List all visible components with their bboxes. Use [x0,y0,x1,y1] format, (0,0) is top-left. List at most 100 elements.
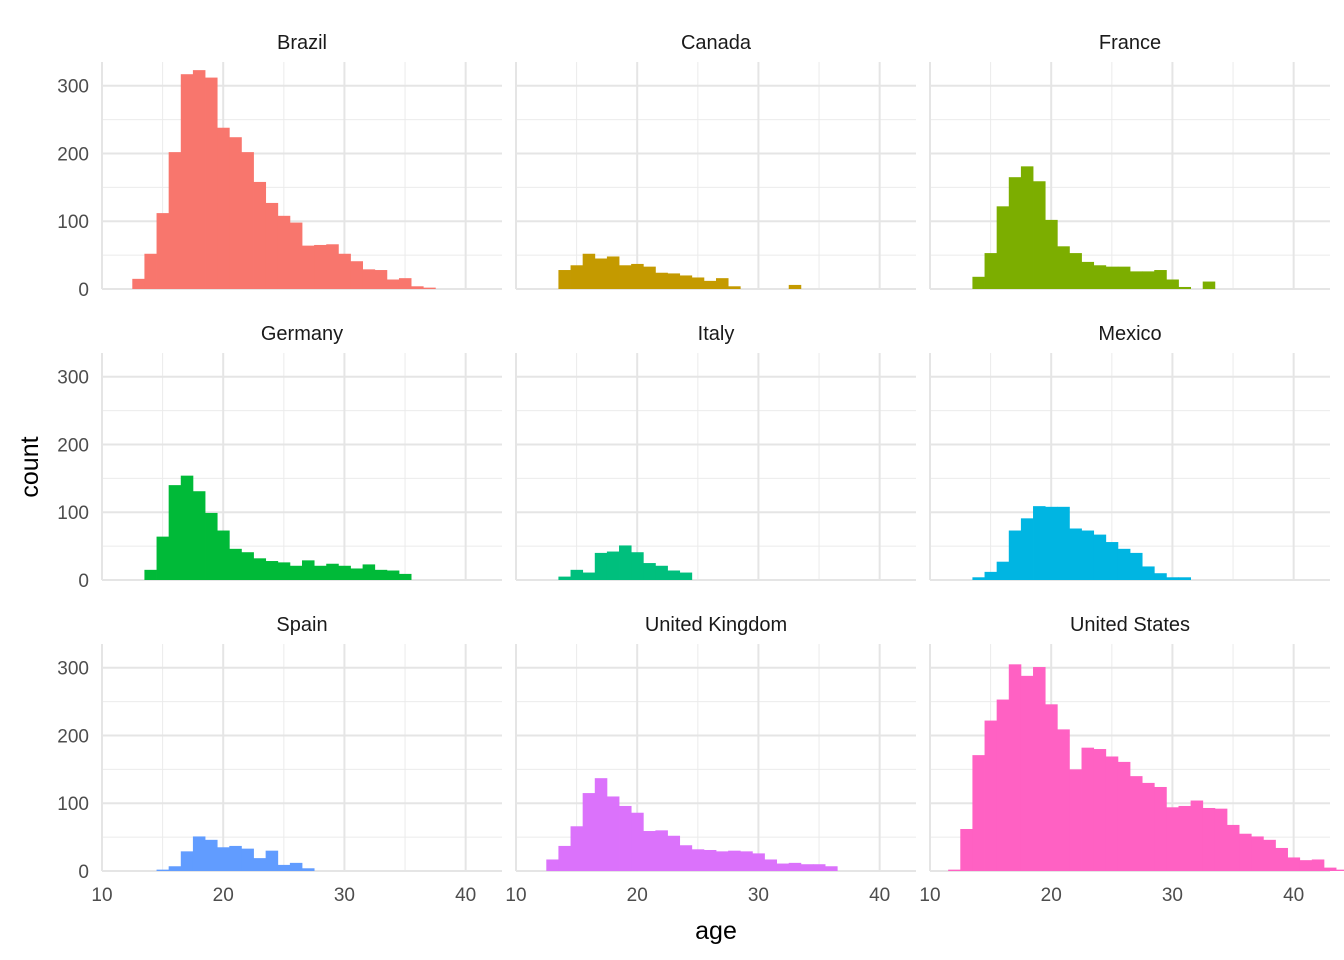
histogram-bar [716,278,729,289]
histogram-bar [1251,836,1264,871]
histogram-bar [386,279,400,289]
histogram-bar [972,755,985,871]
facet-panel-germany: Germany [101,323,502,581]
histogram-bar [289,222,303,289]
histogram-bar [1299,860,1313,871]
histogram-bar [241,552,254,580]
histogram-bar [1142,271,1155,289]
histogram-bar [1226,824,1240,871]
y-axis-title: count [16,436,44,497]
histogram-bar [667,835,681,871]
histogram-bar [1057,729,1070,871]
y-tick-label: 0 [78,862,89,883]
histogram-bar [217,530,230,580]
x-tick-label: 30 [1162,885,1183,906]
histogram-bar [192,491,206,580]
histogram-bar [825,866,838,871]
histogram-bar [1263,839,1276,871]
histogram-bar [667,570,681,580]
histogram-bar [972,577,985,580]
histogram-bar [996,206,1010,289]
facet-panel-mexico: Mexico [929,323,1330,581]
histogram-bar [253,558,267,580]
x-tick-label: 10 [505,885,526,906]
y-tick-label: 0 [78,280,89,301]
x-tick-label: 40 [869,885,890,906]
facet-strip-label: Mexico [1098,323,1161,345]
histogram-bar [168,152,182,289]
histogram-bar [229,845,242,871]
facet-strip-label: Italy [698,323,735,345]
histogram-bar [180,475,194,580]
histogram-bar [655,272,668,289]
histogram-bar [655,565,668,580]
y-tick-label: 200 [57,144,89,165]
histogram-bar [800,864,814,871]
histogram-bar [338,253,351,289]
histogram-bar [1033,181,1046,289]
histogram-bar [1081,530,1095,580]
histogram-bar [423,287,436,289]
histogram-bar [667,273,681,289]
histogram-bar [984,571,998,580]
facet-strip-label: United States [1070,614,1190,636]
histogram-bar [277,562,291,580]
facet-strip-label: Germany [261,323,343,345]
histogram-bar [1323,867,1337,871]
histogram-bar [740,851,753,871]
histogram-bar [205,77,218,289]
x-tick-label: 20 [1041,885,1062,906]
histogram-bar [984,253,998,289]
histogram-bar [679,572,693,580]
histogram-bar [1093,749,1107,871]
histogram-bar [606,256,620,289]
histogram-bar [1214,808,1228,871]
histogram-bar [716,851,729,871]
histogram-bar [679,845,693,871]
histogram-bar [1190,800,1204,871]
histogram-bar [1178,577,1191,580]
histogram-bar [1202,281,1216,289]
histogram-bar [241,152,254,289]
histogram-bar [192,836,206,871]
histogram-bar [1166,279,1179,289]
histogram-bar [180,851,194,871]
histogram-bar [1069,253,1082,289]
histogram-bar [156,536,170,580]
axis-ticks: 0 100 200 300 0 100 200 300 0 100 200 300 10 20 30 40 10… [57,77,1304,906]
histogram-bar [1117,761,1131,871]
histogram-bar [192,70,206,289]
histogram-bar [972,276,985,289]
histogram-bar [1178,805,1191,871]
facet-panel-spain: Spain [101,614,502,872]
histogram-bar [326,244,339,289]
histogram-bar [362,564,376,580]
histogram-bar [217,127,230,289]
histogram-bar [1008,664,1022,871]
histogram-bar [776,863,790,871]
histogram-bar [1069,769,1082,871]
histogram-bar [1117,548,1131,580]
histogram-bar [570,265,584,289]
histogram-bar [1166,807,1179,871]
histogram-bar [812,864,826,871]
facet-strip-label: Brazil [277,32,327,54]
histogram-bar [205,512,218,580]
histogram-bar [1154,786,1167,871]
histogram-bar [156,869,170,871]
histogram-bar [1117,266,1131,289]
x-tick-label: 20 [627,885,648,906]
histogram-bar [619,265,632,289]
histogram-bar [1069,528,1082,580]
histogram-bar [289,862,303,871]
histogram-bar [398,278,412,289]
histogram-bar [691,849,705,871]
histogram-bar [631,552,644,580]
histogram-bar [570,826,584,871]
histogram-bar [1130,552,1143,580]
histogram-bar [546,859,559,871]
histogram-bar [1045,219,1058,289]
histogram-bar [265,850,279,871]
histogram-bar [558,270,571,289]
histogram-bar [594,258,608,289]
